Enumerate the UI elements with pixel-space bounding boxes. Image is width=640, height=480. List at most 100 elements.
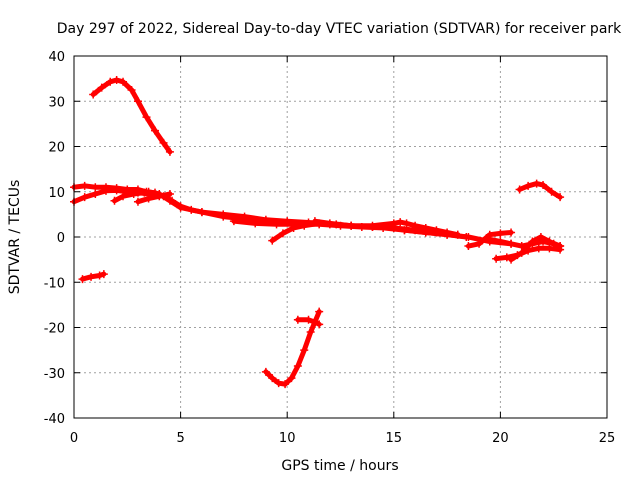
data-point: [293, 361, 302, 370]
series-arc-a: [89, 75, 174, 156]
data-point: [443, 228, 452, 237]
data-point: [517, 242, 526, 251]
series-line: [295, 317, 322, 327]
data-point: [453, 230, 462, 239]
data-point: [80, 181, 89, 190]
data-point: [240, 212, 249, 221]
data-point: [293, 315, 302, 324]
data-point: [556, 242, 565, 251]
data-point: [536, 233, 545, 241]
y-tick-label: -20: [44, 322, 65, 337]
series-arc-o: [78, 270, 108, 284]
data-point: [278, 229, 287, 238]
y-tick-label: -40: [44, 412, 65, 427]
data-point: [287, 374, 296, 383]
data-point: [127, 85, 136, 94]
data-point: [91, 183, 100, 192]
x-tick-label: 15: [386, 431, 403, 446]
data-point: [310, 217, 319, 226]
data-point: [421, 223, 430, 232]
data-point: [545, 244, 554, 253]
series-arc-q: [293, 315, 324, 329]
data-point: [87, 272, 96, 281]
data-point: [462, 233, 471, 241]
data-point: [300, 221, 309, 230]
data-point: [485, 235, 494, 244]
series-arc-p: [261, 307, 324, 389]
data-point: [475, 239, 484, 248]
x-tick-label: 0: [70, 431, 78, 446]
grid: [74, 56, 607, 418]
data-point: [80, 193, 89, 202]
data-point: [315, 307, 324, 316]
data-point: [95, 271, 104, 280]
y-tick-label: 30: [48, 95, 65, 110]
data-point: [464, 242, 473, 251]
data-point: [300, 346, 309, 355]
y-tick-label: 10: [48, 186, 65, 201]
data-point: [347, 221, 356, 230]
data-point: [304, 315, 313, 324]
data-point: [159, 138, 168, 147]
data-point: [91, 190, 100, 199]
data-point: [99, 270, 108, 279]
data-point: [547, 187, 556, 196]
data-point: [197, 208, 206, 217]
data-point: [268, 374, 277, 383]
data-point: [545, 237, 554, 246]
data-point: [496, 237, 505, 246]
data-point: [432, 226, 441, 235]
data-point: [528, 237, 537, 246]
data-point: [101, 186, 110, 195]
data-point: [251, 219, 260, 228]
data-point: [89, 90, 98, 99]
tick-labels: 0 5 10 15 20 25 -40 -30 -20 -10 0 10 20 30 40: [44, 50, 616, 446]
y-axis-title: SDTVAR / TECUs: [7, 180, 23, 295]
chart-title: Day 297 of 2022, Sidereal Day-to-day VTE…: [57, 21, 622, 37]
data-point: [272, 220, 281, 229]
data-point: [539, 180, 548, 189]
data-point: [119, 192, 128, 201]
data-point: [112, 186, 121, 195]
data-point: [507, 239, 516, 248]
data-point: [119, 77, 128, 86]
series-line: [112, 190, 147, 204]
data-point: [165, 196, 174, 205]
series-layer: [70, 75, 565, 389]
y-tick-label: -30: [44, 367, 65, 382]
data-point: [229, 217, 238, 226]
data-point: [155, 190, 164, 199]
data-point: [411, 221, 420, 230]
data-point: [306, 328, 315, 337]
x-tick-label: 5: [176, 431, 184, 446]
data-point: [289, 223, 298, 232]
data-point: [396, 218, 405, 227]
y-tick-label: 40: [48, 50, 65, 65]
data-point: [144, 187, 153, 196]
data-point: [515, 185, 524, 194]
data-point: [310, 318, 319, 327]
data-point: [507, 255, 516, 264]
data-point: [176, 203, 185, 212]
data-point: [281, 380, 290, 389]
data-point: [492, 254, 501, 263]
data-point: [368, 221, 377, 230]
data-point: [524, 181, 533, 190]
data-point: [106, 77, 115, 86]
x-tick-label: 25: [599, 431, 616, 446]
data-point: [142, 113, 151, 122]
y-tick-label: 20: [48, 141, 65, 156]
data-point: [517, 248, 526, 257]
data-point: [325, 219, 334, 228]
data-point: [78, 275, 87, 284]
data-point: [97, 83, 106, 92]
data-point: [496, 229, 505, 238]
data-point: [112, 75, 121, 84]
series-arc-j: [464, 228, 516, 251]
x-tick-label: 10: [279, 431, 296, 446]
x-axis-title: GPS time / hours: [281, 458, 398, 474]
series-arc-i: [310, 217, 462, 239]
data-point: [556, 193, 565, 202]
data-point: [144, 194, 153, 203]
